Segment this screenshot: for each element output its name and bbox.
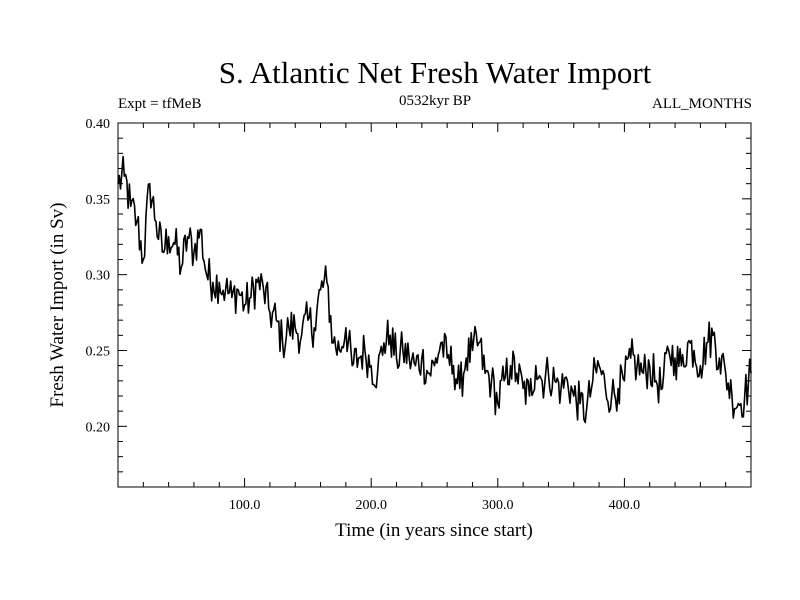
y-tick-label: 0.25: [86, 345, 111, 360]
plot-frame: [117, 122, 752, 488]
y-axis-label: Fresh Water Import (in Sv): [47, 203, 68, 408]
series-line-fresh-water-import: [117, 155, 752, 424]
subtitle-right: ALL_MONTHS: [652, 96, 752, 112]
subtitle-center: 0532kyr BP: [399, 93, 471, 109]
y-tick-label: 0.40: [86, 117, 111, 132]
y-tick-label: 0.30: [86, 269, 111, 284]
chart-title: S. Atlantic Net Fresh Water Import: [219, 55, 652, 90]
x-tick-label: 100.0: [229, 498, 261, 513]
tick-labels: 100.0 200.0 300.0 400.0 0.20 0.25 0.30 0.35 0.40: [86, 117, 641, 513]
x-axis-label: Time (in years since start): [335, 520, 533, 541]
x-tick-label: 300.0: [482, 498, 514, 513]
x-tick-label: 200.0: [355, 498, 387, 513]
axis-ticks: [118, 123, 751, 487]
y-tick-label: 0.20: [86, 420, 111, 435]
x-tick-label: 400.0: [609, 498, 641, 513]
subtitle-left: Expt = tfMeB: [118, 96, 201, 112]
y-tick-label: 0.35: [86, 193, 111, 208]
